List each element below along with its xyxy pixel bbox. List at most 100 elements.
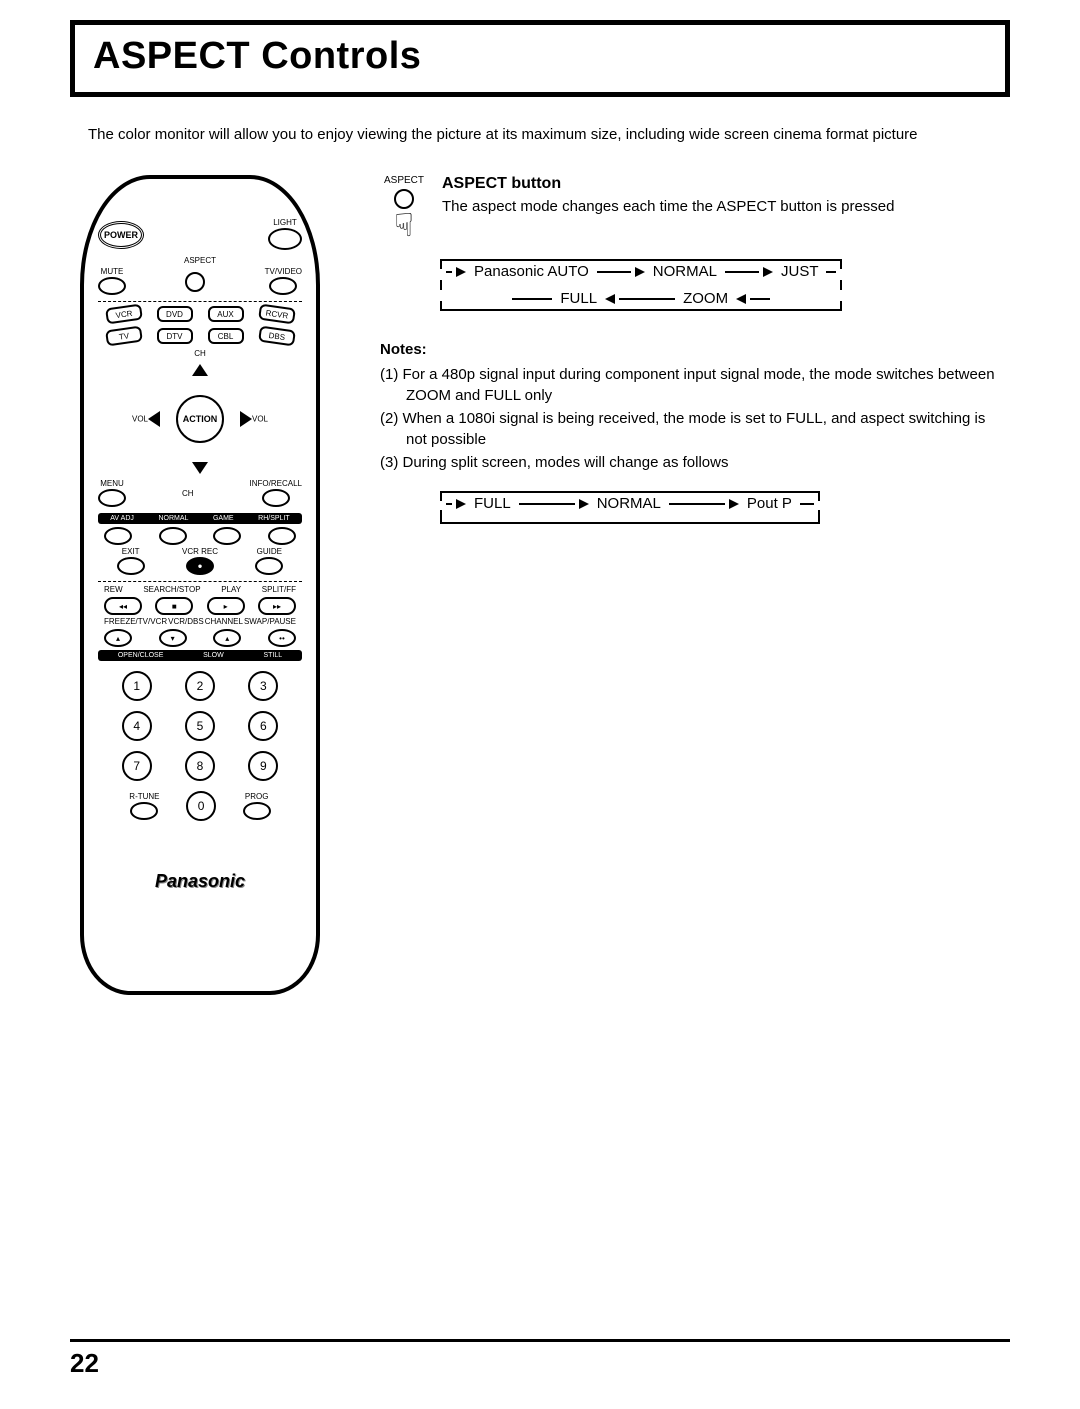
game-label: GAME bbox=[213, 515, 234, 522]
bottom-bar: OPEN/CLOSE SLOW STILL bbox=[98, 650, 302, 661]
dpad-down-icon bbox=[192, 462, 208, 474]
page-number: 22 bbox=[70, 1348, 99, 1378]
exit-label: EXIT bbox=[122, 548, 140, 556]
flow1-zoom: ZOOM bbox=[683, 290, 728, 307]
flow1-auto: Panasonic AUTO bbox=[474, 263, 589, 280]
play-label: PLAY bbox=[221, 586, 241, 594]
num-7: 7 bbox=[122, 751, 152, 781]
aspect-mode-flow: Panasonic AUTO NORMAL JUST FULL ZOOM bbox=[440, 259, 1010, 311]
notes-list: (1) For a 480p signal input during compo… bbox=[380, 364, 1010, 473]
swap-button: •• bbox=[268, 629, 296, 647]
title-box: ASPECT Controls bbox=[70, 20, 1010, 97]
freeze-label: FREEZE/TV/VCR bbox=[104, 618, 167, 626]
menu-label: MENU bbox=[100, 480, 124, 488]
flow1-just: JUST bbox=[781, 263, 819, 280]
freeze-button: ▴ bbox=[104, 629, 132, 647]
src-aux: AUX bbox=[208, 306, 244, 322]
mute-button bbox=[98, 277, 126, 295]
aspect-icon-button bbox=[394, 189, 414, 209]
aspect-button-text: The aspect mode changes each time the AS… bbox=[442, 197, 894, 217]
dpad-right-icon bbox=[240, 411, 252, 427]
rew-button: ◂◂ bbox=[104, 597, 142, 615]
ff-button: ▸▸ bbox=[258, 597, 296, 615]
mute-label: MUTE bbox=[101, 268, 124, 276]
aspect-label: ASPECT bbox=[184, 256, 216, 265]
aspect-button bbox=[185, 272, 205, 292]
note-2: (2) When a 1080i signal is being receive… bbox=[380, 408, 1010, 450]
remote-illustration: POWER LIGHT ASPECT MUTE bbox=[80, 175, 320, 995]
dpad-up-icon bbox=[192, 364, 208, 376]
prog-button bbox=[243, 802, 271, 820]
aspect-icon-label: ASPECT bbox=[384, 175, 424, 186]
flow2-poutp: Pout P bbox=[747, 495, 792, 512]
num-4: 4 bbox=[122, 711, 152, 741]
openclose-label: OPEN/CLOSE bbox=[118, 652, 164, 659]
src-rcvr: RCVR bbox=[258, 304, 296, 325]
intro-text: The color monitor will allow you to enjo… bbox=[88, 125, 1010, 145]
num-5: 5 bbox=[185, 711, 215, 741]
action-button: ACTION bbox=[176, 395, 224, 443]
num-0: 0 bbox=[186, 791, 216, 821]
prog-label: PROG bbox=[245, 793, 269, 801]
avadj-button bbox=[104, 527, 132, 545]
hand-icon: ☟ bbox=[394, 209, 413, 241]
exit-button bbox=[117, 557, 145, 575]
flow2-normal: NORMAL bbox=[597, 495, 661, 512]
rhsplit-button bbox=[268, 527, 296, 545]
power-button: POWER bbox=[98, 221, 144, 249]
rhsplit-label: RH/SPLIT bbox=[258, 515, 290, 522]
normal-label: NORMAL bbox=[158, 515, 188, 522]
num-2: 2 bbox=[185, 671, 215, 701]
src-vcr: VCR bbox=[105, 304, 143, 325]
flow2-full: FULL bbox=[474, 495, 511, 512]
src-dbs: DBS bbox=[258, 326, 296, 347]
slow-label: SLOW bbox=[203, 652, 224, 659]
tvvideo-button bbox=[269, 277, 297, 295]
flow1-normal: NORMAL bbox=[653, 263, 717, 280]
mode-bar: AV ADJ NORMAL GAME RH/SPLIT bbox=[98, 513, 302, 524]
light-label: LIGHT bbox=[273, 219, 297, 227]
avadj-label: AV ADJ bbox=[110, 515, 134, 522]
flow1-full: FULL bbox=[560, 290, 597, 307]
vcrdbs-button: ▾ bbox=[159, 629, 187, 647]
game-button bbox=[213, 527, 241, 545]
note-3: (3) During split screen, modes will chan… bbox=[380, 452, 1010, 473]
play-button: ▸ bbox=[207, 597, 245, 615]
ff-label: SPLIT/FF bbox=[262, 586, 296, 594]
stop-label: SEARCH/STOP bbox=[143, 586, 200, 594]
rtune-label: R-TUNE bbox=[129, 793, 159, 801]
ch-label-top: CH bbox=[98, 350, 302, 358]
src-tv: TV bbox=[105, 326, 143, 347]
brand-logo: Panasonic bbox=[98, 871, 302, 892]
inforecall-label: INFO/RECALL bbox=[250, 480, 302, 488]
aspect-button-title: ASPECT button bbox=[442, 175, 894, 193]
page-title: ASPECT Controls bbox=[93, 35, 987, 78]
still-label: STILL bbox=[263, 652, 282, 659]
num-1: 1 bbox=[122, 671, 152, 701]
guide-button bbox=[255, 557, 283, 575]
guide-label: GUIDE bbox=[257, 548, 282, 556]
notes-title: Notes: bbox=[380, 341, 1010, 358]
page-footer: 22 bbox=[70, 1339, 1010, 1379]
note-1: (1) For a 480p signal input during compo… bbox=[380, 364, 1010, 406]
num-6: 6 bbox=[248, 711, 278, 741]
vol-left-label: VOL bbox=[132, 415, 148, 424]
ch-label-bot: CH bbox=[126, 490, 250, 498]
menu-button bbox=[98, 489, 126, 507]
tvvideo-label: TV/VIDEO bbox=[265, 268, 302, 276]
dpad: VOL VOL ACTION bbox=[130, 364, 270, 474]
dpad-left-icon bbox=[148, 411, 160, 427]
vol-right-label: VOL bbox=[252, 415, 268, 424]
inforecall-button bbox=[262, 489, 290, 507]
vcrdbs-label: VCR/DBS bbox=[168, 618, 204, 626]
src-cbl: CBL bbox=[208, 328, 244, 344]
rew-label: REW bbox=[104, 586, 123, 594]
num-8: 8 bbox=[185, 751, 215, 781]
rtune-button bbox=[130, 802, 158, 820]
vcrrec-button: ● bbox=[186, 557, 214, 575]
num-3: 3 bbox=[248, 671, 278, 701]
channel-label: CHANNEL bbox=[205, 618, 243, 626]
light-button bbox=[268, 228, 302, 250]
src-dtv: DTV bbox=[157, 328, 193, 344]
swap-label: SWAP/PAUSE bbox=[244, 618, 296, 626]
